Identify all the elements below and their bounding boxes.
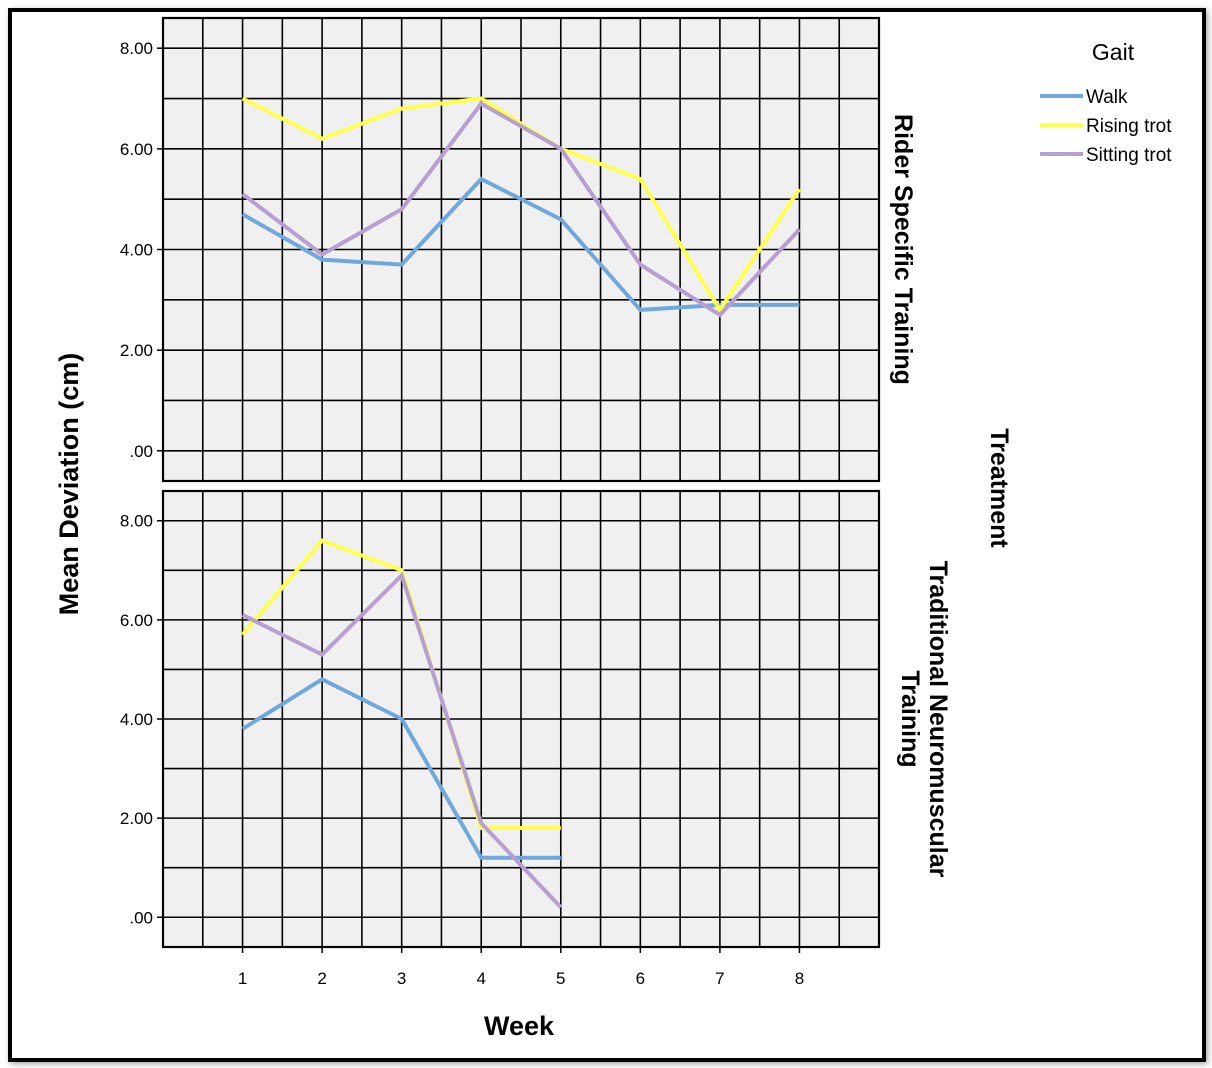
series-line-walk: [241, 677, 561, 860]
panel-label: Rider Specific Training: [889, 114, 917, 385]
y-tick-label: .00: [129, 442, 153, 461]
y-tick-label: 8.00: [120, 39, 153, 58]
legend: Gait Walk Rising trot Sitting trot: [1040, 39, 1172, 166]
x-axis-title: Week: [484, 1011, 555, 1041]
plot-border: [161, 489, 881, 949]
y-tick-label: .00: [129, 908, 153, 927]
panel-traditional-neuromuscular-training: .00 2.00 4.00 6.00 8.00 Traditional Neuromusc…: [120, 489, 952, 949]
x-tick-label: 8: [795, 969, 804, 988]
panel-rider-specific-training: .00 2.00 4.00 6.00 8.00 Rider Specific Traini…: [120, 16, 917, 483]
y-tick-label: 8.00: [120, 512, 153, 531]
series-line-sitting-trot: [241, 100, 801, 318]
legend-label-walk: Walk: [1086, 87, 1128, 108]
y-tick-label: 4.00: [120, 710, 153, 729]
x-tick-label: 2: [317, 969, 326, 988]
legend-label-rising-trot: Rising trot: [1086, 116, 1172, 137]
x-tick-label: 5: [556, 969, 565, 988]
series-line-rising-trot: [241, 96, 802, 314]
panel-label: Traditional Neuromuscular: [924, 561, 952, 878]
x-tick-label: 1: [238, 969, 247, 988]
y-tick-label: 6.00: [120, 611, 153, 630]
series-line-sitting-trot: [241, 571, 563, 909]
series-line-rising-trot: [241, 538, 561, 830]
x-tick-label: 6: [636, 969, 645, 988]
y-tick-label: 6.00: [120, 140, 153, 159]
x-tick-label: 3: [397, 969, 406, 988]
y-tick-label: 4.00: [120, 241, 153, 260]
y-axis-title: Mean Deviation (cm): [54, 353, 84, 616]
plot-border: [161, 16, 881, 483]
legend-label-sitting-trot: Sitting trot: [1086, 145, 1172, 166]
legend-title: Gait: [1092, 39, 1135, 65]
y-tick-label: 2.00: [120, 809, 153, 828]
panel-label: Training: [896, 670, 924, 767]
facet-title: Treatment: [985, 428, 1013, 548]
x-tick-label: 4: [476, 969, 485, 988]
x-tick-label: 7: [715, 969, 724, 988]
y-tick-label: 2.00: [120, 341, 153, 360]
